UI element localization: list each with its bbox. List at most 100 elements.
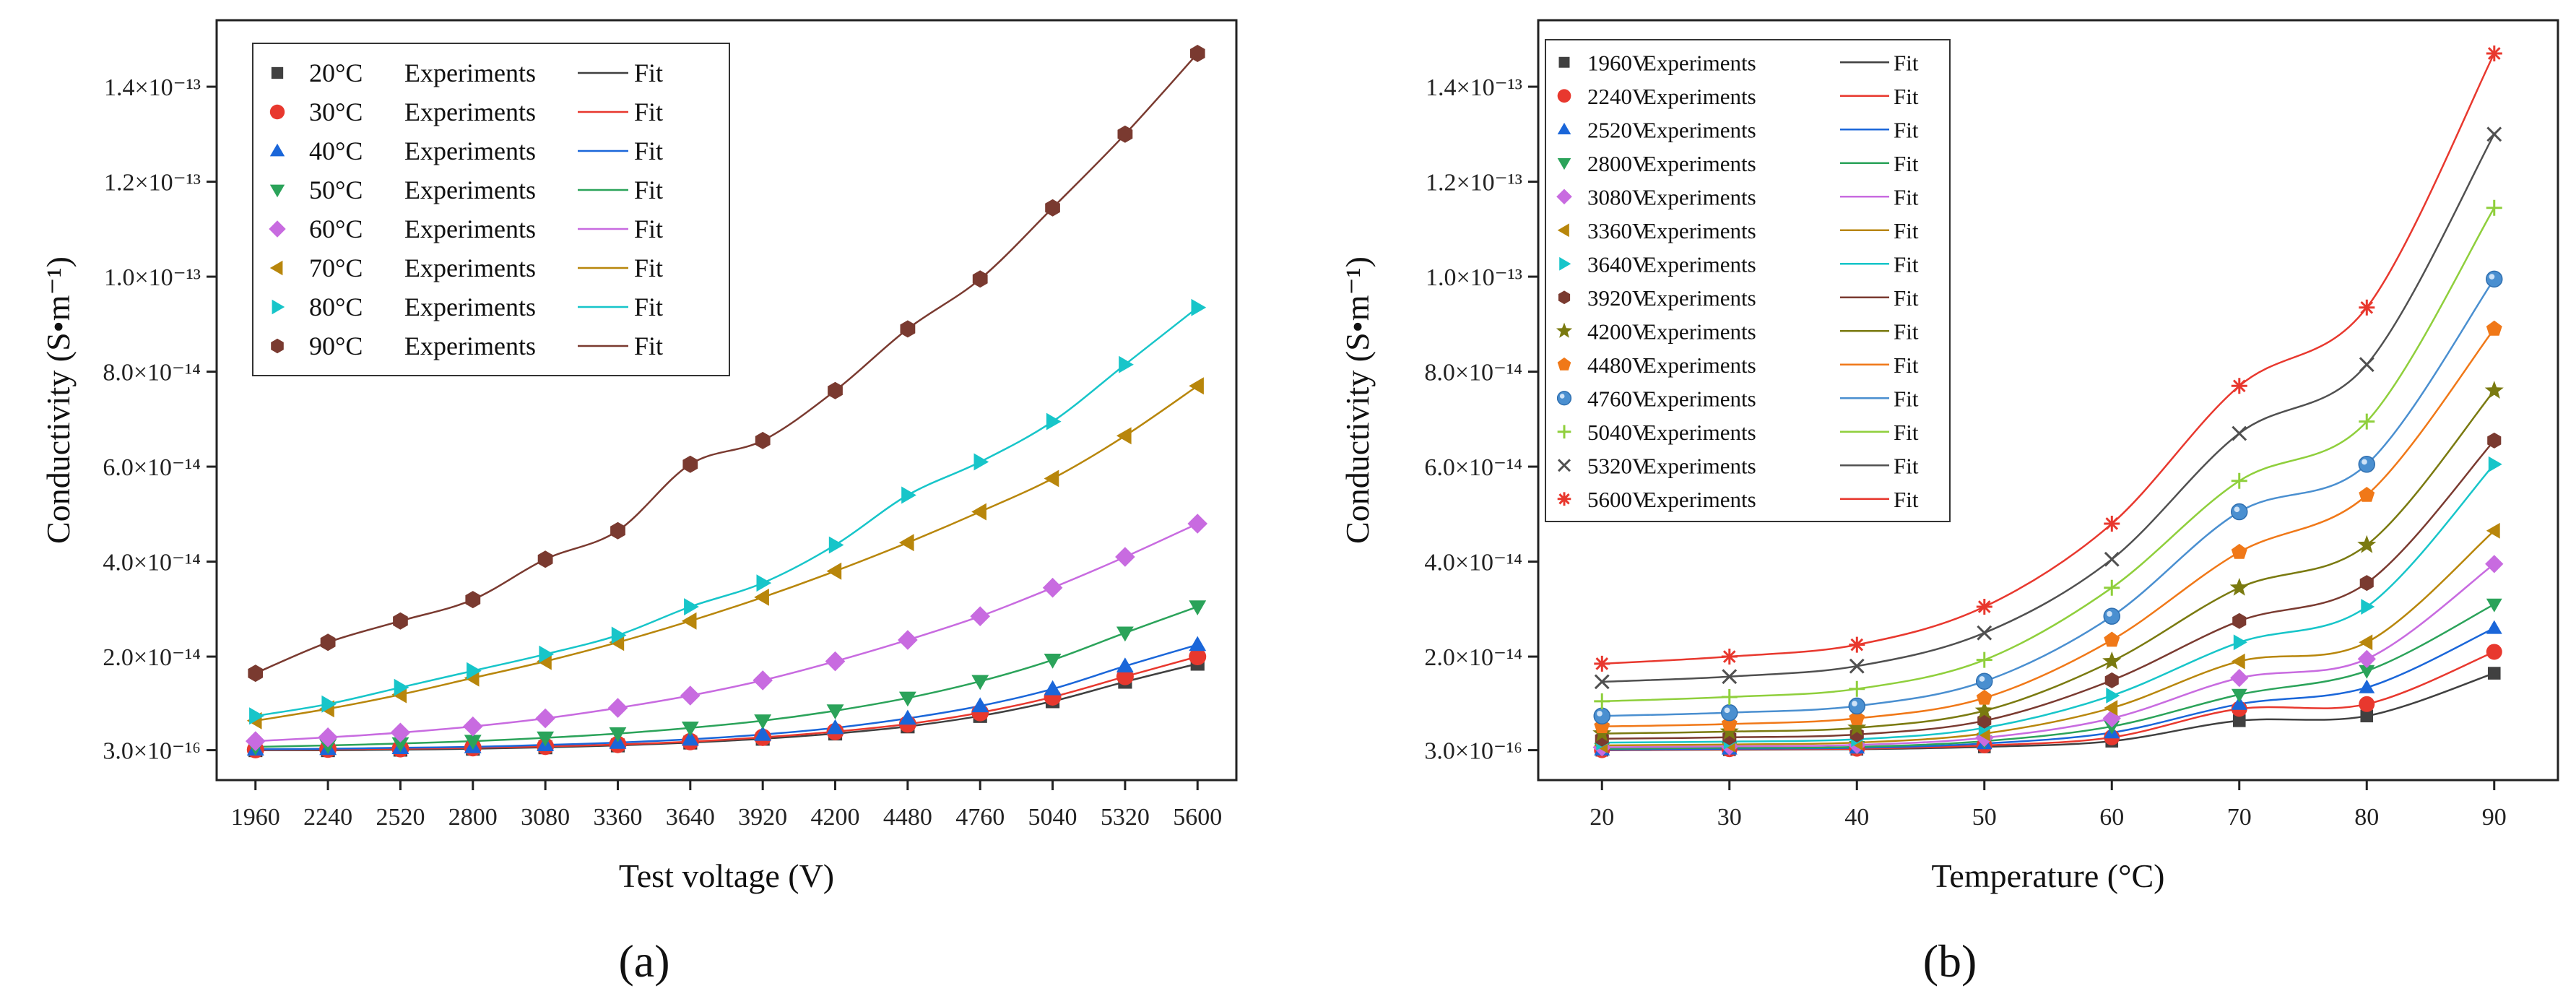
- b-data-point-s11-4: [2104, 579, 2120, 596]
- b-data-point-s4-7: [2485, 555, 2504, 574]
- b-legend-experiments-label: Experiments: [1643, 487, 1756, 512]
- a-data-point-s3-2: [391, 737, 409, 753]
- a-data-point-s5-11: [1044, 469, 1059, 488]
- b-y-tick-label: 8.0×10⁻¹⁴: [1424, 360, 1522, 386]
- b-data-point-s9-6: [2359, 487, 2375, 502]
- b-legend-experiments-label: Experiments: [1643, 218, 1756, 243]
- b-data-point-s13-4: [2104, 516, 2120, 532]
- a-data-point-s4-10: [970, 606, 990, 626]
- a-legend-marker-3: [269, 184, 285, 198]
- b-legend-series-name: 5320V: [1587, 453, 1649, 478]
- panel-a-x-axis-title: Test voltage (V): [619, 857, 834, 894]
- b-y-tick-label: 4.0×10⁻¹⁴: [1424, 550, 1522, 576]
- a-data-point-s3-4: [537, 731, 555, 747]
- a-data-point-s7-8: [828, 381, 843, 399]
- b-legend-experiments-label: Experiments: [1643, 285, 1756, 311]
- b-legend-series-name: 2520V: [1587, 117, 1649, 142]
- a-x-tick-label: 4480: [883, 804, 932, 831]
- a-data-point-s2-9: [898, 709, 916, 725]
- b-x-tick-label: 30: [1717, 804, 1742, 831]
- b-data-point-s2-7: [2486, 620, 2502, 634]
- b-data-point-s10-7-highlight: [2489, 274, 2495, 280]
- b-data-point-s6-4: [2106, 688, 2120, 704]
- b-legend-marker-6: [1559, 256, 1571, 271]
- a-y-tick-label: 8.0×10⁻¹⁴: [103, 360, 201, 386]
- b-data-point-s8-2: [1847, 717, 1867, 736]
- b-legend-experiments-label: Experiments: [1643, 184, 1756, 209]
- a-y-tick-label: 3.0×10⁻¹⁶: [103, 738, 201, 765]
- b-data-point-s0-5: [2232, 714, 2246, 727]
- panel-b-label: (b): [1923, 935, 1977, 987]
- a-data-point-s2-6: [681, 730, 699, 746]
- b-y-tick-label: 3.0×10⁻¹⁶: [1424, 738, 1522, 765]
- b-legend-fit-label: Fit: [1894, 319, 1919, 344]
- b-legend-marker-10: [1556, 391, 1572, 406]
- a-legend-marker-4: [269, 220, 286, 238]
- a-data-point-s7-0: [248, 665, 264, 683]
- b-data-point-s7-7: [2487, 432, 2502, 449]
- a-data-point-s6-12: [1119, 355, 1134, 373]
- a-legend-marker-6: [272, 299, 285, 315]
- b-data-point-s10-6: [2358, 456, 2375, 473]
- b-data-point-s2-5: [2231, 696, 2247, 710]
- a-data-point-s7-2: [393, 612, 408, 630]
- a-legend-series-name: 50°C: [309, 176, 363, 204]
- b-data-point-s10-7: [2486, 270, 2503, 288]
- b-legend-series-name: 4200V: [1587, 319, 1649, 344]
- a-data-point-s3-10: [971, 675, 989, 691]
- b-data-point-s10-3: [1976, 672, 1993, 690]
- a-data-point-s4-11: [1042, 577, 1063, 598]
- b-data-point-s0-6: [2360, 709, 2374, 723]
- b-x-tick-label: 90: [2482, 804, 2507, 831]
- b-y-tick-label: 6.0×10⁻¹⁴: [1424, 454, 1522, 481]
- a-data-point-s6-6: [684, 598, 699, 615]
- b-data-point-s12-6: [2359, 357, 2375, 373]
- a-x-tick-label: 5600: [1173, 804, 1222, 831]
- a-data-point-s6-8: [828, 536, 844, 554]
- a-data-point-s5-9: [898, 534, 914, 552]
- b-data-point-s3-4: [2104, 720, 2120, 735]
- b-data-point-s9-3: [1976, 689, 1992, 705]
- b-legend-series-name: 3640V: [1587, 251, 1649, 277]
- b-data-point-s10-2-highlight: [1852, 701, 1857, 706]
- b-legend-experiments-label: Experiments: [1643, 420, 1756, 445]
- b-legend-marker-8: [1556, 322, 1573, 338]
- a-legend-experiments-label: Experiments: [404, 332, 536, 360]
- a-data-point-s4-2: [390, 722, 411, 743]
- a-x-tick-label: 3360: [593, 804, 642, 831]
- b-data-point-s8-5: [2229, 578, 2249, 596]
- a-data-point-s7-9: [900, 320, 916, 338]
- a-data-point-s5-12: [1116, 427, 1132, 445]
- a-legend-series-name: 80°C: [309, 293, 363, 321]
- b-data-point-s10-5: [2231, 503, 2248, 521]
- a-legend-fit-label: Fit: [634, 137, 663, 165]
- b-legend-marker-10-highlight: [1559, 394, 1565, 399]
- b-data-point-s12-7: [2486, 126, 2502, 142]
- a-x-tick-label: 1960: [231, 804, 280, 831]
- b-legend-fit-label: Fit: [1894, 84, 1919, 109]
- a-x-tick-label: 3080: [521, 804, 570, 831]
- a-legend-marker-0: [271, 66, 284, 79]
- b-legend-fit-label: Fit: [1894, 352, 1919, 378]
- a-data-point-s7-5: [610, 522, 625, 540]
- b-legend-fit-label: Fit: [1894, 420, 1919, 445]
- b-data-point-s13-3: [1976, 599, 1992, 615]
- a-data-point-s5-7: [754, 588, 769, 606]
- a-data-point-s7-6: [682, 455, 698, 473]
- a-legend-marker-7: [271, 338, 284, 354]
- a-data-point-s4-8: [825, 651, 846, 672]
- a-fit-line-4: [255, 522, 1198, 743]
- a-data-point-s5-10: [971, 503, 986, 521]
- b-legend-series-name: 2240V: [1587, 84, 1649, 109]
- panel-a-chart: 1960 2240 2520 2800 3080 3360 3640 3920 4200 4480…: [40, 19, 1238, 987]
- a-data-point-s2-11: [1044, 680, 1062, 696]
- b-data-point-s2-6: [2359, 679, 2375, 693]
- b-legend-fit-label: Fit: [1894, 117, 1919, 142]
- a-data-point-s3-3: [464, 735, 482, 750]
- b-legend-marker-7: [1558, 290, 1571, 305]
- b-legend-experiments-label: Experiments: [1643, 319, 1756, 344]
- a-data-point-s1-13: [1189, 648, 1207, 666]
- b-data-point-s10-1-highlight: [1724, 707, 1730, 714]
- b-legend-experiments-label: Experiments: [1643, 117, 1756, 142]
- b-data-point-s12-1: [1722, 669, 1738, 685]
